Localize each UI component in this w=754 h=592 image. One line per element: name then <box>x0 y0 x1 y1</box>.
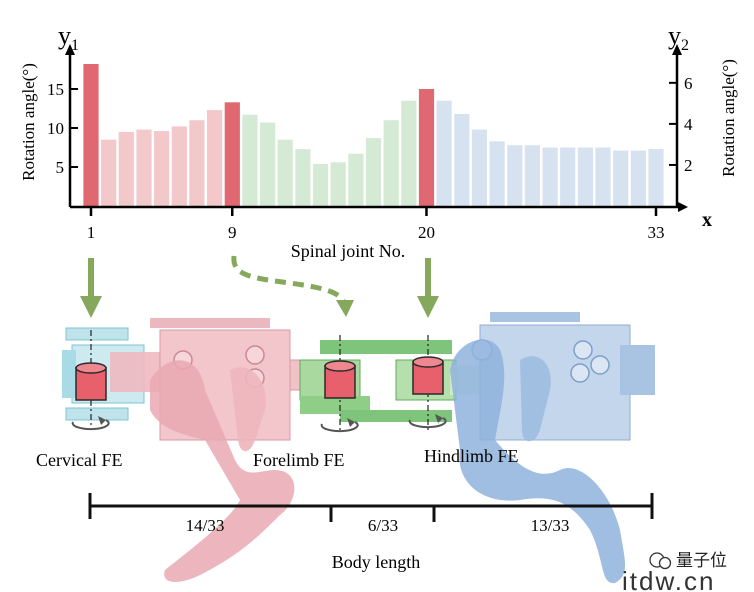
left-tick-label-10: 10 <box>47 119 64 138</box>
right-ticks: 2 4 6 <box>669 74 693 175</box>
segment-3-label: 13/33 <box>531 516 570 535</box>
bar-joint-31 <box>613 150 629 206</box>
bar-joint-2 <box>101 139 117 206</box>
bar-joint-12 <box>277 139 293 206</box>
bar-joint-1 <box>83 64 99 206</box>
bar-joint-7 <box>189 120 205 206</box>
joint-cervical <box>71 330 110 431</box>
bar-joint-26 <box>524 145 540 206</box>
forelimb-dashed-arrow <box>231 255 347 305</box>
bar-joint-25 <box>507 145 523 206</box>
forelimb-arrow-head <box>336 300 354 317</box>
bar-joint-8 <box>207 110 223 206</box>
joint-arrows <box>80 255 439 318</box>
bar-joint-28 <box>560 147 576 206</box>
bar-joint-10 <box>242 114 258 206</box>
watermark-brand: 量子位 <box>676 551 727 570</box>
bar-joint-22 <box>454 114 470 206</box>
cervical-module <box>62 327 145 421</box>
left-ticks: 5 10 15 <box>47 80 78 177</box>
bar-joint-13 <box>295 149 311 206</box>
joint-hindlimb <box>408 335 447 430</box>
x-axis-title: Spinal joint No. <box>291 241 406 261</box>
cervical-arrow-head <box>80 296 102 318</box>
x-tick-label-1: 1 <box>87 223 96 242</box>
front-leg-shape <box>150 360 295 582</box>
x-axis-letter: x <box>702 209 712 231</box>
y1-axis-label: y1 <box>58 21 79 54</box>
bar-joint-17 <box>365 138 382 206</box>
bar-joint-27 <box>542 147 558 206</box>
left-tick-label-15: 15 <box>47 80 64 99</box>
bar-joint-14 <box>312 163 329 206</box>
bar-joint-15 <box>330 162 346 206</box>
hindlimb-fe-label: Hindlimb FE <box>424 446 519 466</box>
y2-axis-label: y2 <box>668 21 689 54</box>
forelimb-fe-label: Forelimb FE <box>253 450 345 470</box>
bar-joint-6 <box>171 126 187 206</box>
bar-joint-32 <box>630 150 646 206</box>
bar-joint-23 <box>471 129 487 206</box>
hindlimb-arrow-head <box>417 296 439 318</box>
right-tick-label-6: 6 <box>684 74 693 93</box>
cervical-fe-label: Cervical FE <box>36 450 122 470</box>
bar-joint-33 <box>648 149 664 206</box>
x-tick-label-20: 20 <box>418 223 435 242</box>
hind-leg-shape <box>450 339 625 584</box>
bar-joint-30 <box>595 147 611 206</box>
right-tick-label-2: 2 <box>684 156 693 175</box>
bars-group <box>83 64 664 206</box>
bar-joint-16 <box>348 153 364 206</box>
left-tick-label-5: 5 <box>56 158 65 177</box>
bar-joint-5 <box>154 131 170 206</box>
bar-joint-18 <box>383 120 399 206</box>
x-tick-label-9: 9 <box>228 223 237 242</box>
right-axis-title: Rotation angle(°) <box>719 59 738 177</box>
bar-joint-24 <box>489 141 505 206</box>
left-y-axis-arrow <box>65 44 75 55</box>
body-length-label: Body length <box>332 552 421 572</box>
segment-1-label: 14/33 <box>186 516 225 535</box>
bar-joint-11 <box>260 122 276 206</box>
bar-joint-29 <box>577 147 593 206</box>
left-axis-title: Rotation angle(°) <box>19 63 38 181</box>
bar-joint-3 <box>118 131 134 206</box>
bar-joint-9 <box>224 102 240 206</box>
x-ticks: 1 9 20 33 <box>87 207 665 242</box>
bar-joint-19 <box>401 100 417 206</box>
bar-joint-4 <box>136 129 152 206</box>
segment-2-label: 6/33 <box>368 516 398 535</box>
body-length-bar: 14/33 6/33 13/33 Body length <box>88 493 654 572</box>
bar-chart: 5 10 15 2 4 6 1 9 20 33 y1 y2 x Rotation angle(… <box>19 21 738 261</box>
right-y-axis-arrow <box>672 44 682 55</box>
robot-illustration <box>62 312 655 584</box>
joint-forelimb <box>320 335 359 433</box>
x-tick-label-33: 33 <box>648 223 665 242</box>
hind-leg-module <box>450 312 655 584</box>
bar-joint-21 <box>436 100 452 206</box>
watermark: 量子位 itdw.cn <box>622 551 727 592</box>
bar-joint-20 <box>418 89 435 206</box>
watermark-site: itdw.cn <box>622 566 716 592</box>
right-tick-label-4: 4 <box>684 115 693 134</box>
x-axis-arrow <box>678 202 688 212</box>
